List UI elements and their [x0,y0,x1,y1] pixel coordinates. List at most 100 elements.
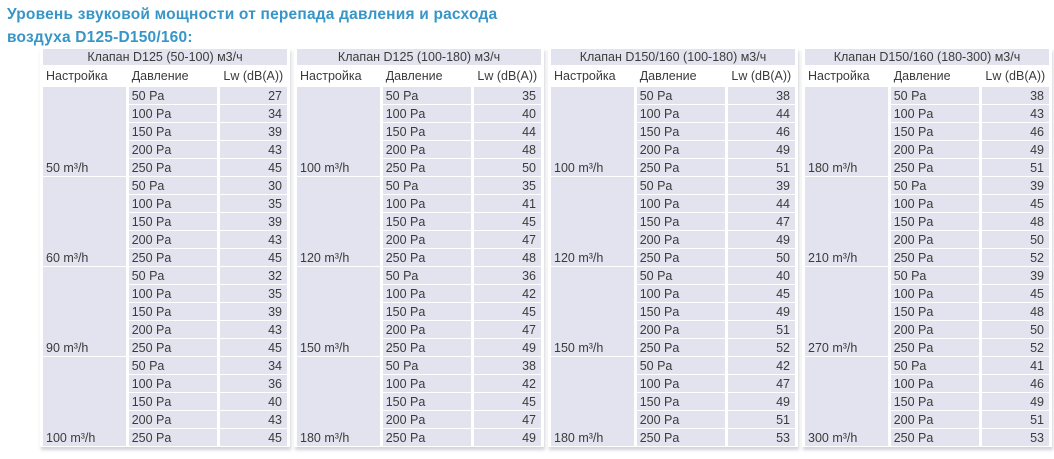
lw-value-cell: 51 [728,159,795,176]
table-row: 150 Pa 49 [805,393,1049,410]
table-row: 200 Pa 49 [551,141,795,158]
table-row: 250 Pa 52 [805,249,1049,266]
pressure-cell: 150 Pa [382,393,472,410]
pressure-cell: 200 Pa [636,321,726,338]
pressure-cell: 100 Pa [382,285,472,302]
table-row: 150 Pa 46 [551,123,795,140]
lw-value-cell: 51 [982,411,1049,428]
lw-value-cell: 44 [474,123,541,140]
lw-value-cell: 43 [982,105,1049,122]
table-row: 100 Pa 36 [43,375,287,392]
lw-value-cell: 45 [220,159,287,176]
table-row: 100 m³/h 50 Pa 38 [551,87,795,176]
lw-value-cell: 39 [982,177,1049,194]
column-header-pressure: Давление [382,66,472,86]
pressure-cell: 200 Pa [382,411,472,428]
column-header-setting: Настройка [43,66,126,86]
pressure-cell: 150 Pa [636,393,726,410]
pressure-cell: 200 Pa [382,231,472,248]
table-row: 200 Pa 43 [43,141,287,158]
pressure-cell: 250 Pa [128,429,218,446]
pressure-cell: 100 Pa [382,195,472,212]
table-row: 250 Pa 51 [551,159,795,176]
table-row: 200 Pa 49 [805,141,1049,158]
table-row: 100 Pa 45 [805,285,1049,302]
table-row: 100 Pa 47 [551,375,795,392]
table-row: 250 Pa 51 [805,159,1049,176]
lw-value-cell: 42 [728,357,795,374]
table-row: 100 Pa 46 [805,375,1049,392]
pressure-cell: 250 Pa [382,159,472,176]
pressure-cell: 100 Pa [636,105,726,122]
lw-value-cell: 38 [982,87,1049,104]
table-row: 300 m³/h 50 Pa 41 [805,357,1049,446]
pressure-cell: 250 Pa [128,159,218,176]
pressure-cell: 50 Pa [890,267,980,284]
table-row: 200 Pa 50 [805,321,1049,338]
lw-value-cell: 49 [474,339,541,356]
table-row: 200 Pa 49 [551,231,795,248]
table-row: 200 Pa 43 [43,411,287,428]
pressure-cell: 250 Pa [382,429,472,446]
table-row: 100 Pa 44 [551,195,795,212]
column-header-setting: Настройка [805,66,888,86]
lw-value-cell: 45 [982,285,1049,302]
pressure-cell: 200 Pa [890,231,980,248]
pressure-cell: 250 Pa [128,339,218,356]
lw-value-cell: 38 [474,357,541,374]
table-row: 150 Pa 48 [805,213,1049,230]
table-row: 150 Pa 47 [551,213,795,230]
lw-value-cell: 47 [728,375,795,392]
setting-cell: 180 m³/h [805,87,888,176]
lw-value-cell: 43 [220,411,287,428]
pressure-cell: 250 Pa [636,339,726,356]
valve-table-4: Клапан D150/160 (180-300) м3/ч Настройка Д… [802,48,1052,447]
lw-value-cell: 43 [220,321,287,338]
table-row: 150 Pa 39 [43,303,287,320]
table-row: 250 Pa 50 [297,159,541,176]
pressure-cell: 50 Pa [382,357,472,374]
table-row: 150 m³/h 50 Pa 36 [297,267,541,356]
pressure-cell: 100 Pa [636,195,726,212]
pressure-cell: 150 Pa [890,123,980,140]
pressure-cell: 150 Pa [636,213,726,230]
column-header-lw: Lw (dB(A)) [982,66,1049,86]
pressure-cell: 250 Pa [382,339,472,356]
lw-value-cell: 45 [474,213,541,230]
pressure-cell: 200 Pa [382,321,472,338]
pressure-cell: 50 Pa [382,87,472,104]
setting-cell: 120 m³/h [551,177,634,266]
table-row: 180 m³/h 50 Pa 42 [551,357,795,446]
table-row: 100 Pa 45 [551,285,795,302]
table-row: 200 Pa 43 [43,321,287,338]
pressure-cell: 50 Pa [890,87,980,104]
pressure-cell: 100 Pa [382,375,472,392]
lw-value-cell: 49 [982,393,1049,410]
table-row: 250 Pa 53 [805,429,1049,446]
table-row: 150 Pa 39 [43,213,287,230]
setting-cell: 60 m³/h [43,177,126,266]
column-header-lw: Lw (dB(A)) [474,66,541,86]
lw-value-cell: 49 [982,141,1049,158]
lw-value-cell: 41 [982,357,1049,374]
table-row: 250 Pa 45 [43,249,287,266]
lw-value-cell: 41 [474,195,541,212]
lw-value-cell: 40 [220,393,287,410]
setting-cell: 180 m³/h [297,357,380,446]
lw-value-cell: 49 [728,303,795,320]
setting-cell: 90 m³/h [43,267,126,356]
pressure-cell: 150 Pa [382,123,472,140]
lw-value-cell: 50 [728,249,795,266]
table-row: 150 Pa 46 [805,123,1049,140]
column-header-setting: Настройка [551,66,634,86]
pressure-cell: 100 Pa [128,195,218,212]
table-row: 100 Pa 42 [297,375,541,392]
lw-value-cell: 43 [220,231,287,248]
lw-value-cell: 47 [728,213,795,230]
pressure-cell: 150 Pa [128,303,218,320]
lw-value-cell: 45 [982,195,1049,212]
table-row: 90 m³/h 50 Pa 32 [43,267,287,356]
pressure-cell: 200 Pa [636,411,726,428]
setting-cell: 50 m³/h [43,87,126,176]
valve-table-3: Клапан D150/160 (100-180) м3/ч Настройка Д… [548,48,798,447]
